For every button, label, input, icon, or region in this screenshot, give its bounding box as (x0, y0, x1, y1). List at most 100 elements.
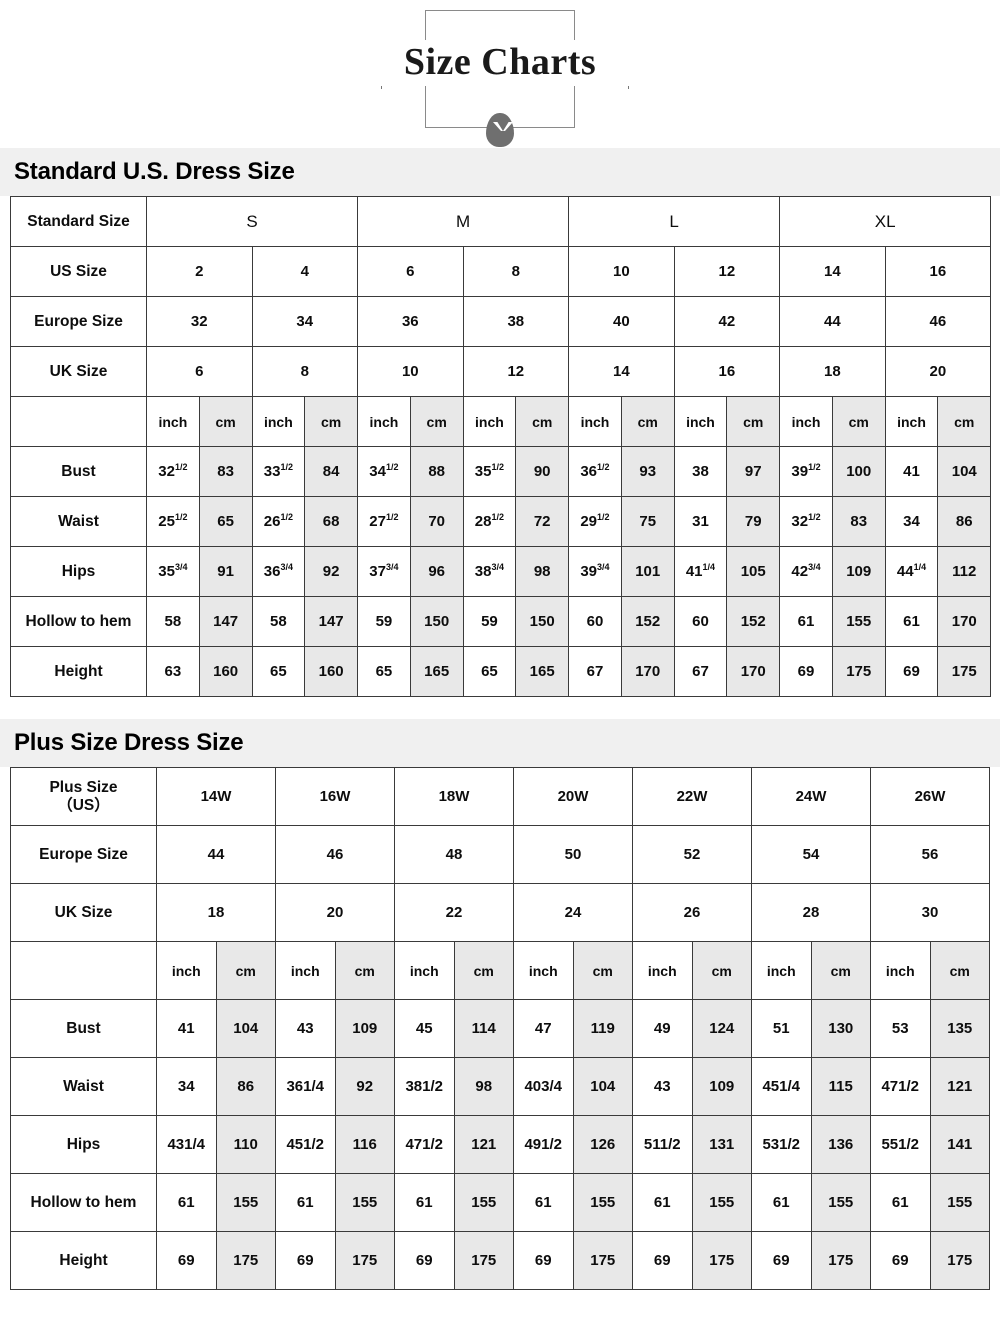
measure-inch: 41 (884, 446, 939, 497)
measure-cm: 175 (215, 1231, 276, 1290)
size-value: 46 (275, 825, 395, 884)
measure-cm: 175 (937, 646, 992, 697)
size-value: 22 (394, 883, 514, 942)
measure-inch: 47 (513, 999, 574, 1058)
measure-inch: 441/4 (884, 546, 939, 597)
unit-header-inch: inch (568, 396, 622, 447)
unit-header-inch: inch (779, 396, 833, 447)
unit-header-inch: inch (870, 941, 931, 1000)
measure-cm: 88 (409, 446, 464, 497)
measure-cm: 100 (831, 446, 886, 497)
standard-section-title: Standard U.S. Dress Size (0, 148, 1000, 196)
measure-cm: 160 (198, 646, 253, 697)
measure-cm: 175 (831, 646, 886, 697)
measure-cm: 101 (620, 546, 675, 597)
row-label-measurement: Hollow to hem (10, 1173, 157, 1232)
table-row-measurement: Hollow to hem 58 147 58 147 59 150 59 150 60 152 60… (10, 596, 992, 647)
unit-header-cm: cm (453, 941, 514, 1000)
measure-cm: 112 (937, 546, 992, 597)
measure-cm: 92 (304, 546, 359, 597)
table-row-measurement: Height 63 160 65 160 65 165 65 165 67 170 67 170 69 17… (10, 646, 992, 697)
measure-cm: 175 (572, 1231, 633, 1290)
unit-header-inch: inch (251, 396, 306, 447)
measure-inch: 67 (568, 646, 622, 697)
measure-inch: 34 (884, 496, 939, 547)
size-value: 28 (751, 883, 871, 942)
measure-cm: 126 (572, 1115, 633, 1174)
measure-cm: 72 (515, 496, 570, 547)
measure-inch: 431/4 (156, 1115, 217, 1174)
row-label: UK Size (10, 883, 157, 942)
size-value: 12 (673, 246, 781, 297)
table-row-measurement: Height 69 175 69 175 69 175 69 175 69 175 69 175 69 17… (10, 1231, 990, 1290)
measure-cm: 115 (810, 1057, 871, 1116)
measure-cm: 79 (726, 496, 781, 547)
plus-size-header: 22W (632, 767, 752, 826)
plus-size-table: Plus Size （US） 14W 16W 18W 20W 22W 24W 26W Europe… (10, 767, 990, 1290)
measure-inch: 411/4 (673, 546, 728, 597)
measure-inch: 321/2 (146, 446, 200, 497)
unit-row-spacer (10, 396, 147, 447)
row-label-measurement: Hollow to hem (10, 596, 147, 647)
measure-cm: 170 (726, 646, 781, 697)
measure-inch: 58 (146, 596, 200, 647)
measure-cm: 152 (620, 596, 675, 647)
measure-inch: 53 (870, 999, 931, 1058)
table-row-measurement: Bust 321/2 83 331/2 84 341/2 88 351/2 90 361/2 93 3… (10, 446, 992, 497)
measure-cm: 130 (810, 999, 871, 1058)
plus-section-title: Plus Size Dress Size (0, 719, 1000, 767)
plus-size-header: 24W (751, 767, 871, 826)
table-row-plus-size: Plus Size （US） 14W 16W 18W 20W 22W 24W 26W (10, 767, 990, 826)
measure-inch: 61 (275, 1173, 336, 1232)
measure-inch: 61 (884, 596, 939, 647)
measure-inch: 60 (568, 596, 622, 647)
measure-cm: 165 (515, 646, 570, 697)
measure-inch: 59 (462, 596, 517, 647)
measure-cm: 175 (691, 1231, 752, 1290)
measure-inch: 271/2 (357, 496, 411, 547)
size-value: 2 (146, 246, 253, 297)
size-value: 32 (146, 296, 253, 347)
unit-header-cm: cm (620, 396, 675, 447)
measure-inch: 69 (632, 1231, 693, 1290)
measure-inch: 361/2 (568, 446, 622, 497)
row-label-measurement: Waist (10, 496, 147, 547)
unit-header-cm: cm (198, 396, 253, 447)
measure-cm: 155 (334, 1173, 395, 1232)
measure-inch: 69 (513, 1231, 574, 1290)
table-row-measurement: Hips 353/4 91 363/4 92 373/4 96 383/4 98 393/4 101… (10, 546, 992, 597)
measure-cm: 104 (937, 446, 992, 497)
measure-cm: 96 (409, 546, 464, 597)
measure-cm: 121 (929, 1057, 990, 1116)
measure-inch: 373/4 (357, 546, 411, 597)
measure-inch: 451/2 (275, 1115, 336, 1174)
row-label: UK Size (10, 346, 147, 397)
row-label-measurement: Bust (10, 446, 147, 497)
row-label-measurement: Hips (10, 546, 147, 597)
unit-header-cm: cm (304, 396, 359, 447)
size-value: 30 (870, 883, 990, 942)
measure-inch: 61 (632, 1173, 693, 1232)
size-value: 8 (251, 346, 359, 397)
measure-inch: 511/2 (632, 1115, 693, 1174)
row-label: US Size (10, 246, 147, 297)
measure-inch: 261/2 (251, 496, 306, 547)
measure-cm: 98 (453, 1057, 514, 1116)
measure-inch: 423/4 (779, 546, 833, 597)
plus-size-header: 14W (156, 767, 276, 826)
unit-header-inch: inch (884, 396, 939, 447)
size-value: 26 (632, 883, 752, 942)
measure-cm: 109 (334, 999, 395, 1058)
measure-inch: 363/4 (251, 546, 306, 597)
measure-inch: 69 (156, 1231, 217, 1290)
measure-cm: 170 (620, 646, 675, 697)
unit-header-cm: cm (409, 396, 464, 447)
measure-cm: 152 (726, 596, 781, 647)
measure-inch: 361/4 (275, 1057, 336, 1116)
measure-inch: 31 (673, 496, 728, 547)
size-value: 50 (513, 825, 633, 884)
measure-inch: 65 (251, 646, 306, 697)
table-row-measurement: Hips 431/4 110 451/2 116 471/2 121 491/2 126 511/… (10, 1115, 990, 1174)
size-value: 18 (779, 346, 886, 397)
size-value: 46 (884, 296, 992, 347)
